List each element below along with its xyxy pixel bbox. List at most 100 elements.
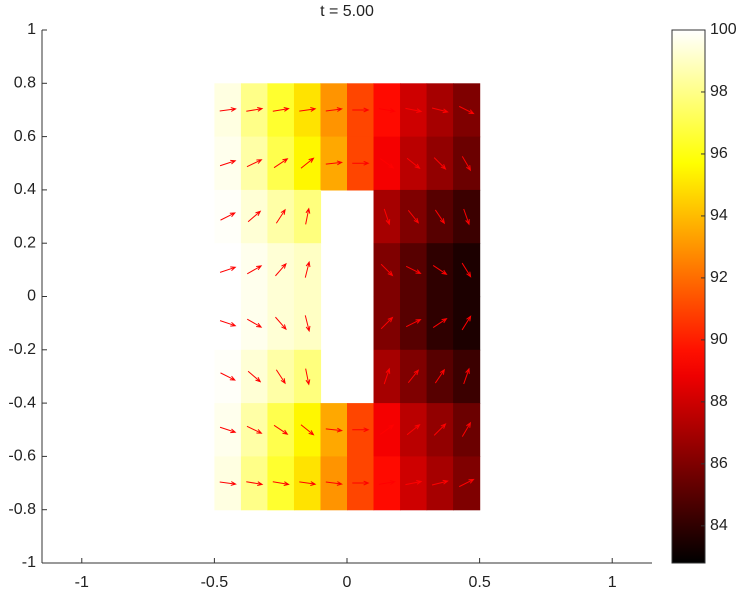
y-tick-label: 1 bbox=[27, 21, 36, 38]
flux-arrow bbox=[247, 210, 262, 223]
flux-arrow bbox=[325, 160, 343, 166]
flux-arrow bbox=[405, 479, 423, 486]
y-tick-label: 0.8 bbox=[14, 75, 36, 92]
flux-arrow bbox=[275, 316, 287, 331]
flux-arrow bbox=[407, 209, 420, 224]
chart-title: t = 5.00 bbox=[320, 3, 374, 20]
flux-arrow bbox=[220, 372, 236, 381]
flux-arrow bbox=[463, 208, 470, 226]
flux-arrow bbox=[378, 480, 396, 485]
flux-arrow bbox=[407, 369, 420, 384]
y-tick-label: -0.4 bbox=[8, 394, 36, 411]
flux-arrow bbox=[299, 107, 317, 112]
flux-arrow bbox=[352, 107, 370, 113]
y-tick-label: 0.2 bbox=[14, 234, 36, 251]
colorbar-tick-label: 100 bbox=[710, 21, 737, 38]
y-tick-label: -0.2 bbox=[8, 341, 36, 358]
x-tick-label: 1 bbox=[608, 574, 617, 591]
flux-arrow bbox=[405, 265, 422, 275]
flux-arrow bbox=[461, 421, 472, 437]
colorbar-tick-label: 90 bbox=[710, 331, 728, 348]
flux-arrow bbox=[378, 108, 396, 113]
flux-arrow bbox=[272, 481, 290, 487]
flux-arrow bbox=[246, 318, 263, 328]
flux-arrow bbox=[433, 423, 447, 436]
colorbar-tick-label: 98 bbox=[710, 83, 728, 100]
flux-arrow bbox=[305, 368, 311, 386]
flux-arrow bbox=[352, 427, 370, 433]
flux-arrow bbox=[352, 480, 370, 486]
colorbar bbox=[671, 29, 706, 564]
flux-arrow bbox=[325, 107, 343, 112]
y-tick-label: -0.6 bbox=[8, 448, 36, 465]
colorbar-tick-label: 92 bbox=[710, 269, 728, 286]
flux-arrow bbox=[219, 159, 237, 167]
flux-arrow bbox=[304, 315, 311, 333]
flux-arrow bbox=[304, 260, 311, 278]
flux-arrow bbox=[273, 424, 289, 435]
flux-arrow bbox=[383, 367, 391, 385]
flux-arrow bbox=[219, 426, 237, 434]
flux-arrow bbox=[246, 481, 264, 487]
y-tick-label: 0.4 bbox=[14, 181, 36, 198]
flux-arrow bbox=[299, 481, 317, 486]
flux-arrow bbox=[325, 481, 343, 486]
flux-arrow bbox=[246, 106, 264, 112]
x-tick-label: -1 bbox=[75, 574, 89, 591]
flux-arrow bbox=[380, 316, 394, 330]
flux-arrow bbox=[379, 424, 395, 435]
colorbar-tick-label: 84 bbox=[710, 517, 728, 534]
flux-arrow bbox=[325, 427, 343, 433]
y-tick-label: -1 bbox=[22, 554, 36, 571]
colorbar-tick-label: 86 bbox=[710, 455, 728, 472]
x-tick-label: 0 bbox=[343, 574, 352, 591]
flux-arrow bbox=[246, 265, 263, 275]
flux-arrow bbox=[275, 262, 287, 277]
flux-arrow bbox=[383, 208, 391, 226]
flux-arrow bbox=[405, 318, 422, 328]
flux-arrow bbox=[406, 157, 421, 170]
flux-arrow bbox=[432, 264, 448, 276]
flux-arrow bbox=[219, 320, 237, 327]
flux-arrow bbox=[300, 424, 315, 436]
flux-arrow bbox=[461, 315, 472, 331]
flux-arrow bbox=[434, 368, 446, 384]
flux-arrow bbox=[246, 159, 263, 168]
flux-arrow bbox=[219, 107, 237, 112]
y-tick-label: -0.8 bbox=[8, 501, 36, 518]
flux-arrow bbox=[352, 160, 370, 166]
flux-arrow bbox=[275, 369, 286, 385]
flux-arrow bbox=[461, 262, 472, 278]
flux-arrow bbox=[433, 157, 447, 170]
flux-arrow bbox=[273, 158, 289, 169]
flux-arrow bbox=[406, 423, 421, 436]
flux-arrow bbox=[458, 105, 475, 115]
colorbar-tick-label: 94 bbox=[710, 207, 728, 224]
colorbar-tick-label: 96 bbox=[710, 145, 728, 162]
flux-arrow bbox=[247, 370, 262, 383]
flux-arrow bbox=[431, 479, 449, 486]
flux-arrow bbox=[220, 212, 236, 221]
flux-arrow bbox=[434, 209, 446, 225]
colorbar-tick-label: 88 bbox=[710, 393, 728, 410]
x-tick-label: -0.5 bbox=[201, 574, 229, 591]
flux-arrow bbox=[305, 207, 311, 225]
flux-arrow bbox=[246, 425, 263, 434]
x-tick-label: 0.5 bbox=[468, 574, 490, 591]
flux-arrow bbox=[219, 481, 237, 486]
flux-arrow bbox=[461, 156, 472, 172]
flux-arrow bbox=[463, 367, 470, 385]
flux-arrow bbox=[219, 266, 237, 273]
flux-arrow bbox=[405, 107, 423, 114]
flux-arrow bbox=[458, 478, 475, 488]
flux-arrow bbox=[380, 263, 394, 277]
y-tick-label: 0.6 bbox=[14, 128, 36, 145]
flux-arrow bbox=[275, 208, 286, 224]
flux-arrow bbox=[300, 157, 315, 169]
flux-arrow bbox=[431, 107, 449, 114]
flux-arrow bbox=[379, 158, 395, 169]
y-tick-label: 0 bbox=[27, 288, 36, 305]
flux-arrow bbox=[432, 317, 448, 329]
flux-arrow bbox=[272, 106, 290, 112]
